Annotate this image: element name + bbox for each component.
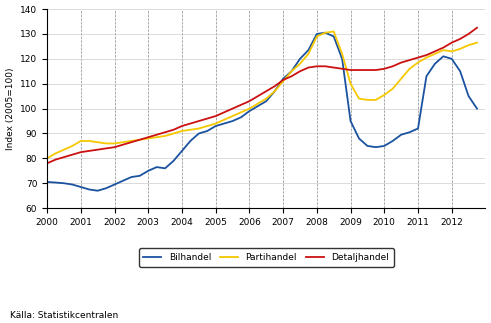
Bilhandel — [255, 104, 261, 108]
Partihandel — [449, 49, 455, 53]
Partihandel — [78, 139, 84, 143]
Detaljhandel — [246, 99, 252, 103]
Partihandel — [331, 29, 337, 33]
Bilhandel — [339, 57, 345, 61]
Line: Detaljhandel: Detaljhandel — [47, 28, 477, 163]
Partihandel — [474, 41, 480, 45]
Partihandel — [196, 127, 202, 130]
Legend: Bilhandel, Partihandel, Detaljhandel: Bilhandel, Partihandel, Detaljhandel — [139, 248, 394, 266]
Bilhandel — [44, 180, 50, 184]
Partihandel — [322, 31, 328, 35]
Detaljhandel — [322, 64, 328, 68]
Detaljhandel — [78, 150, 84, 154]
Line: Bilhandel: Bilhandel — [47, 33, 477, 191]
Bilhandel — [322, 31, 328, 35]
Partihandel — [246, 107, 252, 110]
Detaljhandel — [44, 162, 50, 165]
Bilhandel — [78, 185, 84, 189]
Bilhandel — [204, 129, 210, 133]
Bilhandel — [474, 107, 480, 110]
Detaljhandel — [305, 66, 311, 69]
Detaljhandel — [440, 46, 446, 49]
Y-axis label: Index (2005=100): Index (2005=100) — [5, 68, 15, 150]
Partihandel — [305, 52, 311, 56]
Detaljhandel — [474, 26, 480, 30]
Text: Källa: Statistikcentralen: Källa: Statistikcentralen — [10, 311, 118, 320]
Bilhandel — [314, 32, 320, 36]
Bilhandel — [95, 189, 101, 193]
Bilhandel — [280, 77, 286, 81]
Line: Partihandel: Partihandel — [47, 31, 477, 158]
Partihandel — [44, 156, 50, 160]
Detaljhandel — [196, 119, 202, 123]
